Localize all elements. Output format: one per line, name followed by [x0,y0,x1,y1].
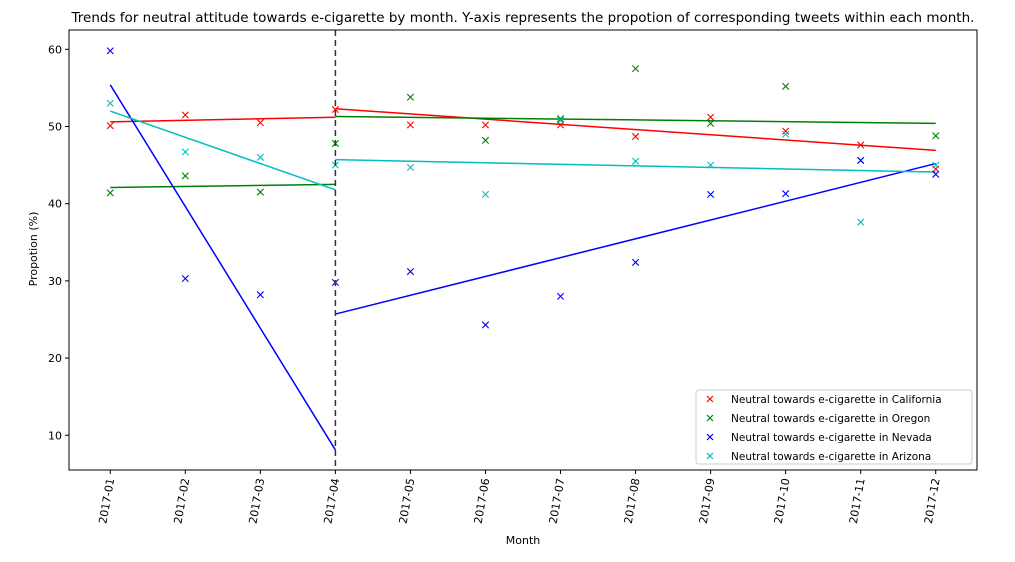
data-point-series-1 [181,172,189,180]
data-point-series-0 [106,122,114,130]
data-point-series-3 [932,161,940,169]
data-point-series-3 [782,130,790,138]
x-axis-label: Month [506,534,541,547]
data-point-series-2 [106,47,114,55]
data-point-series-3 [181,148,189,156]
data-point-series-1 [932,132,940,140]
data-point-series-0 [181,111,189,119]
data-point-series-1 [707,119,715,127]
x-tick-label: 2017-04 [322,477,343,525]
legend-label-california: Neutral towards e-cigarette in Californi… [731,394,942,406]
y-tick-label: 50 [48,120,62,133]
data-point-series-3 [631,157,640,165]
x-tick-label: 2017-09 [697,477,718,525]
legend-entry-arizona: Neutral towards e-cigarette in Arizona [706,451,931,463]
data-point-series-2 [181,274,189,283]
legend-entry-california: Neutral towards e-cigarette in Californi… [706,394,942,406]
y-tick-label: 30 [48,275,62,288]
data-point-series-0 [782,127,790,135]
x-tick-label: 2017-06 [472,477,493,525]
y-tick-label: 40 [48,198,62,211]
data-point-series-1 [782,82,790,90]
legend-marker-oregon [706,414,714,422]
data-point-series-0 [256,119,264,127]
data-point-series-3 [481,190,490,199]
data-point-series-0 [331,105,339,114]
x-tick-label: 2017-03 [247,477,268,525]
x-tick-label: 2017-02 [171,477,192,525]
x-tick-label: 2017-01 [96,477,117,525]
data-point-series-1 [406,93,415,101]
data-point-series-2 [932,170,940,178]
legend-box [695,389,973,465]
data-point-series-2 [857,156,865,165]
data-point-series-2 [707,190,715,199]
plot-area [106,30,940,470]
trend-line-before-3 [110,110,336,191]
data-point-series-3 [406,163,415,171]
data-point-series-1 [106,189,114,197]
plot-frame [68,29,978,471]
chart-title: Trends for neutral attitude towards e-ci… [71,10,975,26]
legend-marker-nevada [706,433,714,441]
x-tick-label: 2017-08 [622,477,643,525]
trend-line-before-2 [109,84,337,451]
data-point-series-1 [256,188,264,196]
legend-entry-oregon: Neutral towards e-cigarette in Oregon [706,413,930,425]
legend-marker-arizona [706,452,714,460]
x-tick-label: 2017-11 [847,477,868,525]
data-point-series-2 [481,321,490,329]
x-tick-label: 2017-07 [547,477,568,525]
legend-label-arizona: Neutral towards e-cigarette in Arizona [731,451,931,463]
data-point-series-1 [631,65,640,73]
x-tick-label: 2017-10 [772,477,793,525]
data-point-series-2 [556,292,565,300]
legend: Neutral towards e-cigarette in Californi… [695,389,973,465]
data-point-series-0 [857,141,865,149]
x-tick-label: 2017-12 [922,477,943,525]
y-axis-label: Propotion (%) [27,212,40,287]
data-point-series-2 [406,268,415,276]
data-point-series-3 [857,218,865,226]
y-tick-label: 20 [48,352,62,365]
data-point-series-1 [556,115,565,123]
data-point-series-1 [481,136,490,144]
trend-line-before-1 [110,183,336,189]
data-point-series-2 [256,291,264,299]
data-point-series-2 [782,190,790,198]
data-point-series-0 [406,121,415,129]
x-tick-label: 2017-05 [397,477,418,525]
y-tick-label: 60 [48,43,62,56]
y-tick-label: 10 [48,429,62,442]
data-point-series-3 [106,99,114,107]
data-point-series-0 [631,132,640,141]
legend-entry-nevada: Neutral towards e-cigarette in Nevada [706,432,932,444]
trend-line-after-1 [335,115,936,125]
legend-marker-california [706,395,714,403]
data-point-series-0 [707,113,715,121]
data-point-series-2 [631,258,640,266]
trend-line-after-0 [335,107,936,152]
trend-line-before-0 [110,116,336,123]
data-point-series-3 [256,153,264,161]
data-point-series-0 [481,121,490,129]
trend-line-after-3 [335,158,936,173]
data-point-series-3 [707,161,715,169]
legend-label-nevada: Neutral towards e-cigarette in Nevada [731,432,932,444]
trend-line-after-2 [335,162,936,315]
data-point-series-3 [556,116,565,124]
legend-label-oregon: Neutral towards e-cigarette in Oregon [731,413,930,425]
